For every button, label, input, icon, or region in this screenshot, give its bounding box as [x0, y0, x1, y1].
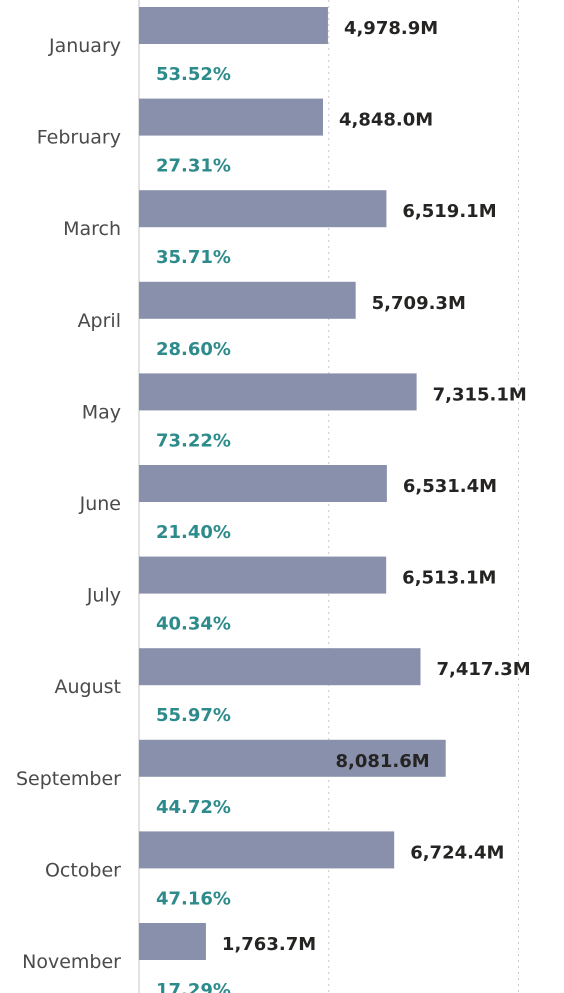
value-label: 4,978.9M	[344, 18, 438, 39]
value-label: 7,315.1M	[433, 384, 527, 405]
category-label: July	[86, 585, 121, 607]
percent-label: 55.97%	[156, 705, 231, 726]
value-label: 4,848.0M	[339, 110, 433, 131]
percent-label: 73.22%	[156, 430, 231, 451]
percent-label: 35.71%	[156, 247, 231, 268]
category-label: May	[82, 401, 121, 423]
category-label: November	[22, 951, 121, 973]
labels: January 4,978.9M 53.52% February 4,848.0M 27.…	[16, 18, 531, 993]
value-label: 6,531.4M	[403, 476, 497, 497]
percent-label: 44.72%	[156, 797, 231, 818]
percent-label: 27.31%	[156, 156, 231, 177]
bar-august	[139, 648, 421, 686]
bar-september	[139, 739, 446, 777]
value-label: 1,763.7M	[222, 934, 316, 955]
bar-january	[139, 7, 328, 44]
percent-label: 17.29%	[156, 980, 231, 993]
category-label: April	[78, 310, 121, 332]
bar-april	[139, 281, 356, 319]
category-label: February	[37, 127, 121, 149]
percent-label: 28.60%	[156, 339, 231, 360]
bar-october	[139, 831, 395, 869]
value-label: 5,709.3M	[372, 293, 466, 314]
value-label: 6,519.1M	[402, 201, 496, 222]
category-label: January	[48, 35, 121, 57]
category-label: March	[63, 218, 121, 240]
category-label: June	[79, 493, 121, 515]
percent-label: 40.34%	[156, 614, 231, 635]
bar-july	[139, 556, 387, 594]
bar-november	[139, 923, 206, 960]
bar-march	[139, 190, 387, 228]
value-label: 6,724.4M	[410, 842, 504, 863]
value-label: 7,417.3M	[436, 659, 530, 680]
bar-may	[139, 373, 417, 411]
bar-february	[139, 98, 323, 136]
percent-label: 47.16%	[156, 888, 231, 909]
category-label: October	[45, 859, 121, 881]
bars	[139, 7, 446, 960]
percent-label: 21.40%	[156, 522, 231, 543]
category-label: August	[55, 676, 122, 698]
category-label: September	[16, 768, 121, 790]
percent-label: 53.52%	[156, 64, 231, 85]
value-label: 8,081.6M	[335, 751, 429, 772]
value-label: 6,513.1M	[402, 568, 496, 589]
bar-june	[139, 465, 387, 502]
